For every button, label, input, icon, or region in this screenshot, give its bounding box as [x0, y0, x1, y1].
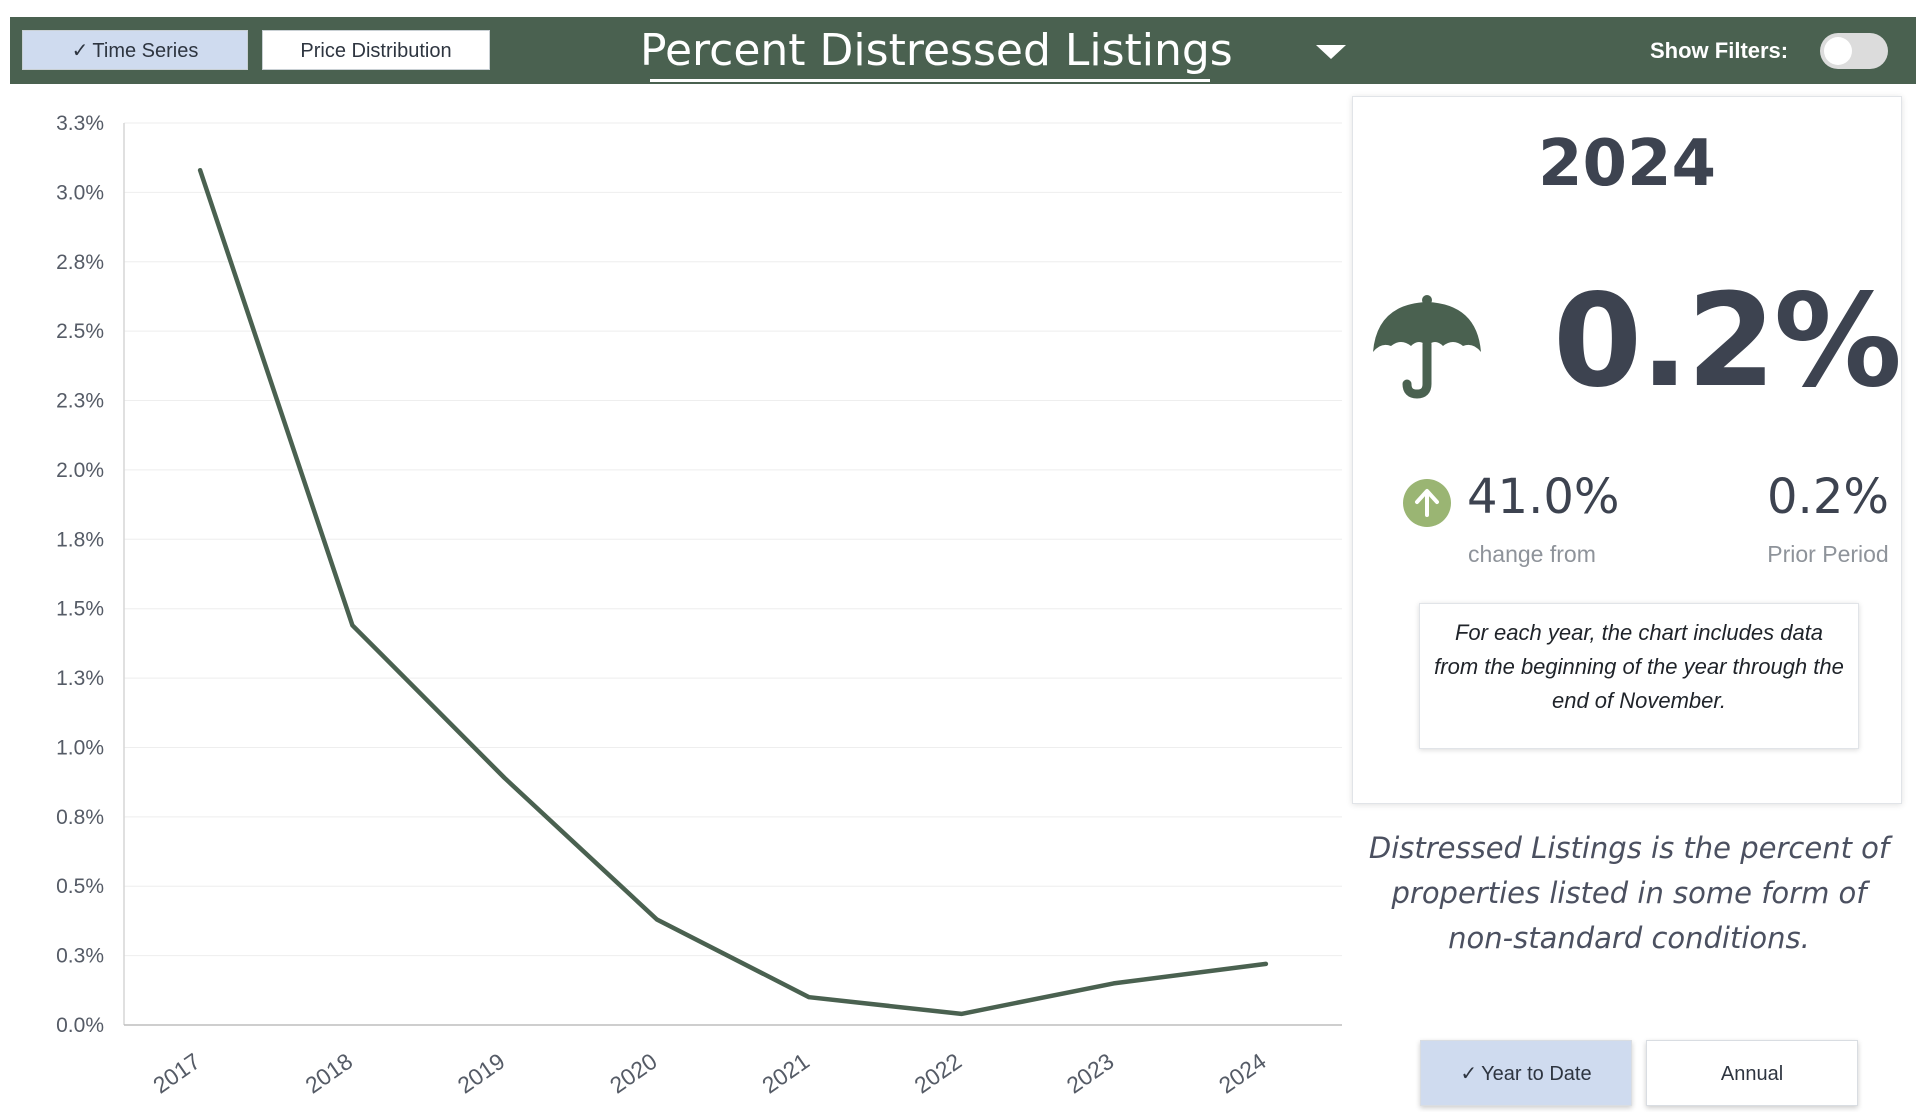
x-tick-label: 2019	[453, 1048, 510, 1099]
y-tick-label: 3.3%	[56, 112, 104, 135]
show-filters-toggle[interactable]	[1820, 33, 1888, 69]
data-point	[199, 169, 201, 171]
chart-grid	[124, 122, 1342, 957]
series-line	[197, 167, 1269, 1017]
y-tick-label: 0.3%	[56, 945, 104, 968]
prior-period-label: Prior Period	[1767, 541, 1889, 567]
change-label: change from	[1468, 541, 1596, 567]
data-point	[1113, 982, 1115, 984]
summary-card: 2024 0.2% 41.0% change from 0.2% Prior P…	[1352, 96, 1902, 804]
data-point	[1265, 963, 1267, 965]
summary-year: 2024	[1537, 127, 1717, 201]
checkmark-icon: ✓	[1460, 1063, 1478, 1085]
year-to-date-button[interactable]: ✓ Year to Date	[1420, 1040, 1632, 1106]
checkmark-icon: ✓	[71, 40, 89, 62]
header-bar: ✓ Time Series Price Distribution Percent …	[10, 17, 1916, 84]
data-point	[960, 1013, 962, 1015]
y-tick-label: 1.5%	[56, 598, 104, 621]
x-tick-label: 2017	[148, 1048, 205, 1099]
y-tick-label: 2.8%	[56, 251, 104, 274]
chevron-down-icon[interactable]	[1316, 45, 1346, 59]
y-tick-label: 0.5%	[56, 875, 104, 898]
tab-time-series[interactable]: ✓ Time Series	[22, 30, 248, 70]
data-point	[351, 624, 353, 626]
prior-period-value: 0.2%	[1767, 469, 1889, 525]
y-tick-label: 3.0%	[56, 181, 104, 204]
x-tick-label: 2021	[757, 1048, 814, 1099]
umbrella-icon	[1373, 295, 1481, 399]
toggle-knob	[1824, 37, 1852, 65]
arrow-up-icon	[1403, 479, 1451, 527]
x-axis-ticks: 2017 2018 2019 2020 2021 2022 2023 2024	[148, 1048, 1271, 1099]
chart-title: Percent Distressed Listings	[640, 25, 1233, 76]
x-tick-label: 2024	[1214, 1048, 1271, 1099]
chart-series	[197, 167, 1269, 1017]
title-underline	[650, 79, 1210, 82]
data-point	[504, 777, 506, 779]
y-tick-label: 0.8%	[56, 806, 104, 829]
line-chart: 0.0% 0.3% 0.5% 0.8% 1.0% 1.3% 1.5% 1.8% 2.0% 2.3%…	[56, 112, 1342, 1099]
y-tick-label: 1.0%	[56, 736, 104, 759]
y-tick-label: 1.3%	[56, 667, 104, 690]
x-tick-label: 2020	[605, 1048, 662, 1099]
change-value: 41.0%	[1467, 469, 1620, 525]
data-point	[808, 996, 810, 998]
tab-time-series-label: Time Series	[92, 40, 199, 62]
y-axis-ticks: 0.0% 0.3% 0.5% 0.8% 1.0% 1.3% 1.5% 1.8% 2.0% 2.3%…	[56, 112, 104, 1037]
y-tick-label: 2.3%	[56, 390, 104, 413]
summary-value: 0.2%	[1553, 267, 1902, 416]
annual-button[interactable]: Annual	[1646, 1040, 1858, 1106]
tab-price-distribution-label: Price Distribution	[300, 40, 452, 62]
chart-axes	[123, 123, 1342, 1026]
y-tick-label: 2.0%	[56, 459, 104, 482]
annual-label: Annual	[1720, 1063, 1784, 1085]
x-tick-label: 2023	[1062, 1048, 1119, 1099]
top-strip	[0, 0, 1920, 16]
chart-note: For each year, the chart includes data f…	[1419, 603, 1859, 749]
tab-price-distribution[interactable]: Price Distribution	[262, 30, 490, 70]
y-tick-label: 0.0%	[56, 1014, 104, 1037]
show-filters-label: Show Filters:	[1650, 38, 1789, 63]
y-tick-label: 1.8%	[56, 528, 104, 551]
x-tick-label: 2022	[909, 1048, 966, 1099]
metric-description: Distressed Listings is the percent of pr…	[1368, 831, 1890, 955]
year-to-date-label: Year to Date	[1481, 1063, 1592, 1085]
x-tick-label: 2018	[300, 1048, 357, 1099]
data-point	[656, 919, 658, 921]
y-tick-label: 2.5%	[56, 320, 104, 343]
